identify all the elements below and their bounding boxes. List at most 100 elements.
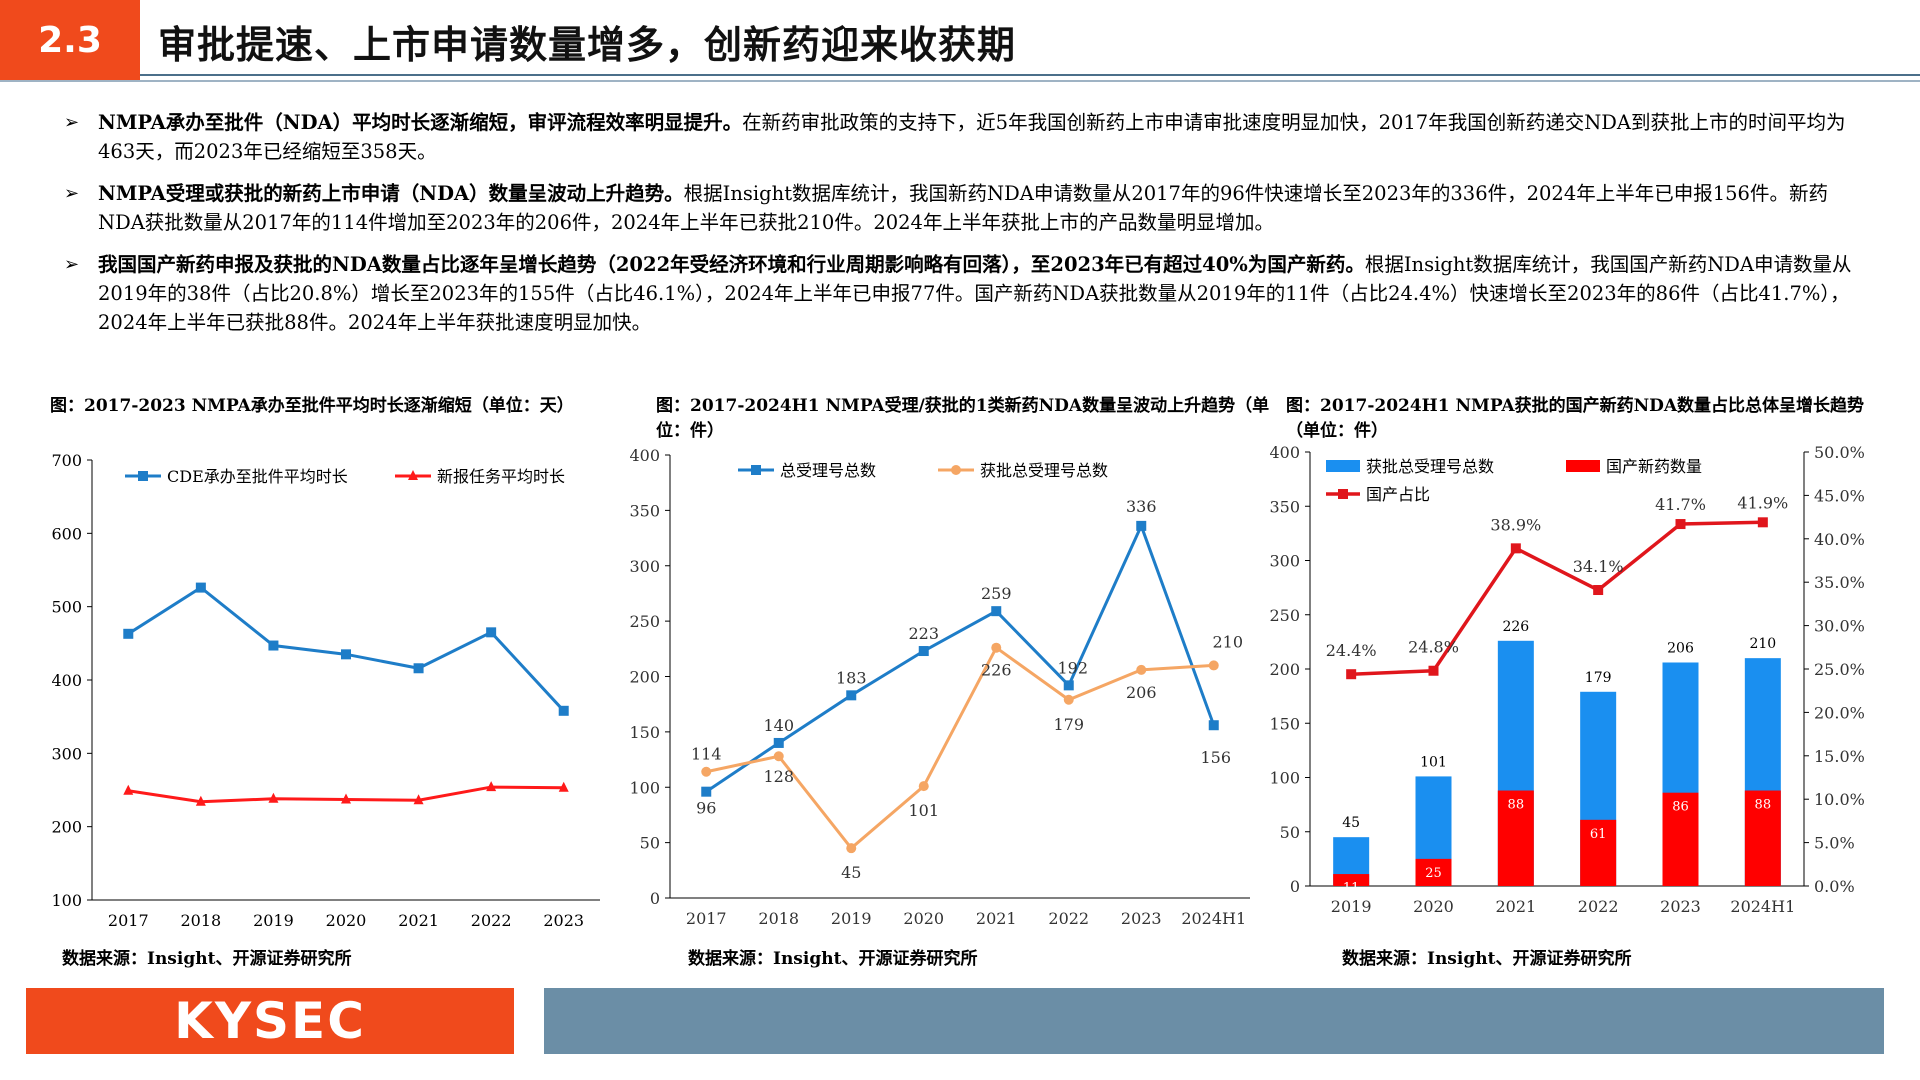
data-label: 140	[763, 716, 794, 735]
y-tick-label: 300	[629, 557, 660, 576]
y-tick-label: 350	[629, 501, 660, 520]
y-tick-label: 100	[629, 778, 660, 797]
y-tick-label: 50	[640, 834, 660, 853]
bar-domestic	[1333, 874, 1370, 886]
data-label: 223	[908, 624, 939, 643]
y-tick-label: 150	[1269, 714, 1300, 733]
arrow-bullet-icon: ➢	[64, 112, 80, 133]
y2-tick-label: 5.0%	[1814, 834, 1855, 853]
data-label: 226	[981, 661, 1012, 680]
legend-label: 获批总受理号总数	[1366, 457, 1494, 476]
y2-tick-label: 45.0%	[1814, 486, 1865, 505]
y-tick-label: 0	[650, 889, 660, 908]
y-tick-label: 300	[51, 744, 82, 763]
y2-tick-label: 15.0%	[1814, 747, 1865, 766]
bar-domestic-label: 86	[1672, 800, 1689, 815]
bullet-item-1: ➢ NMPA承办至批件（NDA）平均时长逐渐缩短，审评流程效率明显提升。在新药审…	[64, 108, 1874, 166]
data-point	[701, 766, 712, 777]
data-point	[195, 795, 206, 806]
legend-swatch	[1566, 460, 1600, 472]
data-point	[1063, 694, 1074, 705]
bar-domestic	[1415, 858, 1452, 886]
chart-3-domestic-bar: 0 50 100 150 200 250 300 350 400 0.0% 5.0% 10.0% 15.…	[1269, 443, 1865, 916]
data-point	[1063, 680, 1074, 691]
bullet-list: ➢ NMPA承办至批件（NDA）平均时长逐渐缩短，审评流程效率明显提升。在新药审…	[64, 108, 1874, 350]
data-point	[413, 794, 424, 805]
data-point	[486, 627, 497, 638]
x-tick-label: 2024H1	[1730, 897, 1795, 916]
data-label: 179	[1053, 715, 1084, 734]
ratio-label: 41.7%	[1655, 495, 1706, 514]
chart-2-title: 图：2017-2024H1 NMPA受理/获批的1类新药NDA数量呈波动上升趋势…	[656, 396, 1270, 441]
x-tick-label: 2018	[758, 909, 799, 928]
data-point	[991, 642, 1002, 653]
x-tick-label: 2022	[1578, 897, 1619, 916]
ratio-label: 34.1%	[1573, 557, 1624, 576]
x-tick-label: 2019	[1331, 897, 1372, 916]
bar-total-label: 210	[1749, 636, 1776, 652]
x-tick-label: 2023	[543, 911, 584, 930]
chart-1-title: 图：2017-2023 NMPA承办至批件平均时长逐渐缩短（单位：天）	[50, 396, 574, 416]
y-tick-label: 50	[1280, 823, 1300, 842]
x-tick-label: 2022	[471, 911, 512, 930]
bullet-3-body: 根据Insight数据库统计，我国国产新药NDA申请数量从2019年的38件（占…	[98, 253, 1852, 334]
data-point	[1136, 664, 1147, 675]
ratio-point	[1346, 669, 1357, 680]
data-point	[1208, 720, 1219, 731]
y-tick-label: 150	[629, 723, 660, 742]
data-label: 259	[981, 584, 1012, 603]
legend-marker	[751, 465, 761, 475]
bar-total-label: 226	[1502, 619, 1529, 635]
data-point	[268, 792, 279, 803]
data-label: 96	[696, 799, 716, 818]
bar-total-label: 206	[1667, 640, 1694, 656]
arrow-bullet-icon: ➢	[64, 183, 80, 204]
data-point	[123, 784, 134, 795]
chart-1-source: 数据来源：Insight、开源证券研究所	[62, 949, 352, 969]
bar-domestic	[1744, 790, 1781, 886]
legend-swatch	[1326, 460, 1360, 472]
legend-label: 总受理号总数	[780, 461, 876, 480]
legend-marker	[408, 470, 418, 480]
bar-domestic-label: 25	[1425, 866, 1442, 881]
ratio-line	[1351, 520, 1763, 676]
x-tick-label: 2020	[326, 911, 367, 930]
x-tick-label: 2019	[253, 911, 294, 930]
ratio-label: 24.4%	[1326, 641, 1377, 660]
series-line-1	[705, 521, 1216, 793]
x-tick-label: 2023	[1121, 909, 1162, 928]
bullet-2-body: 根据Insight数据库统计，我国新药NDA申请数量从2017年的96件快速增长…	[98, 182, 1828, 234]
y-tick-label: 400	[51, 671, 82, 690]
data-point	[701, 786, 712, 797]
data-label: 45	[841, 863, 861, 882]
bar-domestic-label: 88	[1508, 798, 1525, 813]
data-point	[918, 781, 929, 792]
legend-label: 获批总受理号总数	[980, 461, 1108, 480]
bar-domestic	[1497, 790, 1534, 886]
y-tick-label: 400	[1269, 443, 1300, 462]
header-divider-bottom	[0, 80, 1920, 82]
x-tick-label: 2024H1	[1181, 909, 1246, 928]
bullet-1-headline: NMPA承办至批件（NDA）平均时长逐渐缩短，审评流程效率明显提升。	[98, 111, 743, 134]
y2-tick-label: 0.0%	[1814, 877, 1855, 896]
y-tick-label: 100	[51, 891, 82, 910]
x-tick-label: 2020	[1413, 897, 1454, 916]
legend-label: CDE承办至批件平均时长	[167, 467, 348, 486]
bullet-3-headline: 我国国产新药申报及获批的NDA数量占比逐年呈增长趋势（2022年受经济环境和行业…	[98, 253, 1365, 276]
bullet-1-body: 在新药审批政策的支持下，近5年我国创新药上市申请审批速度明显加快，2017年我国…	[98, 111, 1846, 163]
data-label: 101	[908, 801, 939, 820]
data-label: 156	[1200, 748, 1231, 767]
data-point	[918, 646, 929, 657]
bar-domestic	[1580, 819, 1617, 886]
y2-tick-label: 30.0%	[1814, 617, 1865, 636]
y-tick-label: 200	[629, 668, 660, 687]
data-label: 183	[836, 668, 867, 687]
x-tick-label: 2021	[398, 911, 439, 930]
y-tick-label: 600	[51, 524, 82, 543]
data-point	[341, 793, 351, 804]
data-point	[558, 781, 569, 792]
bullet-item-3: ➢ 我国国产新药申报及获批的NDA数量占比逐年呈增长趋势（2022年受经济环境和…	[64, 250, 1874, 337]
arrow-bullet-icon: ➢	[64, 254, 80, 275]
bar-domestic-label: 11	[1343, 881, 1360, 896]
y-tick-label: 250	[629, 612, 660, 631]
